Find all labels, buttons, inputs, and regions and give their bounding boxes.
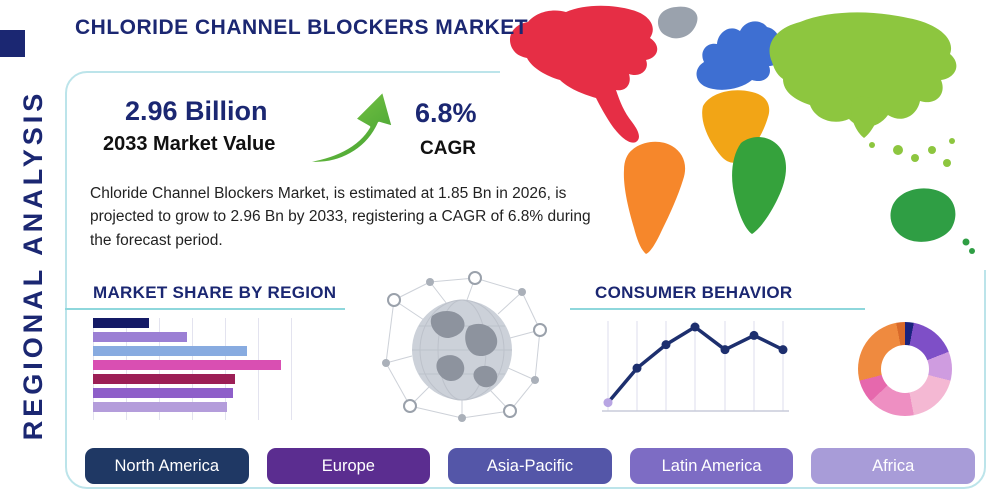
region-share-bar-1 <box>93 318 149 328</box>
region-share-bar-3 <box>93 346 247 356</box>
region-share-bar-5 <box>93 374 235 384</box>
cagr-stat: 6.8% <box>415 98 477 128</box>
map-north-america <box>509 5 658 143</box>
vertical-section-label: REGIONAL ANALYSIS <box>18 89 48 441</box>
region-share-bar-4 <box>93 360 281 370</box>
corner-accent <box>0 30 25 57</box>
heading-underline <box>65 308 345 310</box>
map-australia <box>890 188 956 242</box>
map-asia-island <box>893 145 903 155</box>
region-button-north-america[interactable]: North America <box>85 448 249 484</box>
map-asia <box>769 12 957 127</box>
donut-hole <box>881 345 929 393</box>
page-title: CHLORIDE CHANNEL BLOCKERS MARKET <box>75 16 529 39</box>
line-layer <box>603 322 788 408</box>
map-asia-island <box>928 146 936 154</box>
map-new-zealand <box>962 238 970 246</box>
map-india <box>850 96 879 138</box>
map-asia-island <box>869 142 875 148</box>
market-value-label: 2033 Market Value <box>103 133 276 155</box>
region-button-latin-america[interactable]: Latin America <box>629 448 794 484</box>
market-value-stat: 2.96 Billion <box>125 96 268 126</box>
map-europe <box>696 21 781 90</box>
globe-network-graphic <box>382 271 547 422</box>
map-new-zealand <box>969 248 975 254</box>
region-button-africa[interactable]: Africa <box>811 448 975 484</box>
cagr-label: CAGR <box>420 138 476 159</box>
region-share-bar-2 <box>93 332 187 342</box>
consumer-behavior-line-chart <box>602 321 789 412</box>
market-share-bar-chart <box>93 318 293 420</box>
map-south-america <box>623 141 686 254</box>
region-button-europe[interactable]: Europe <box>266 448 431 484</box>
map-asia-island <box>943 159 951 167</box>
consumer-behavior-heading: CONSUMER BEHAVIOR <box>595 283 793 302</box>
map-asia-island <box>949 138 955 144</box>
region-button-row: North America Europe Asia-Pacific Latin … <box>85 448 975 484</box>
market-share-heading: MARKET SHARE BY REGION <box>93 283 337 302</box>
world-map <box>500 0 1000 270</box>
map-greenland <box>657 6 698 39</box>
heading-underline <box>570 308 865 310</box>
region-button-asia-pacific[interactable]: Asia-Pacific <box>448 448 612 484</box>
map-asia-island <box>911 154 919 162</box>
map-africa <box>732 137 787 234</box>
donut-chart <box>858 322 952 416</box>
growth-arrow-icon <box>300 89 395 165</box>
market-description: Chloride Channel Blockers Market, is est… <box>90 185 591 249</box>
region-share-bar-7 <box>93 402 227 412</box>
region-share-bar-6 <box>93 388 233 398</box>
